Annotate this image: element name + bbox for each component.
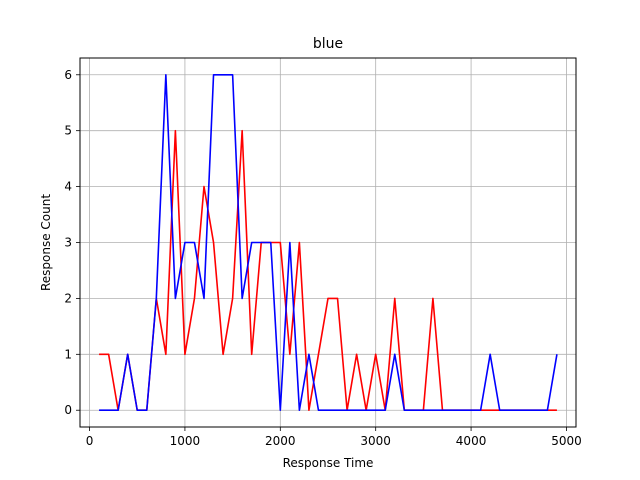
series-line-2 (99, 73, 558, 412)
x-tick-label: 1000 (170, 434, 201, 448)
x-tick-label: 4000 (456, 434, 487, 448)
chart-title: blue (313, 36, 343, 52)
x-tick-label: 2000 (265, 434, 296, 448)
x-tick-label: 5000 (551, 434, 582, 448)
x-tick-label: 3000 (360, 434, 391, 448)
y-tick-label: 3 (64, 236, 72, 250)
y-tick-label: 0 (64, 403, 72, 417)
x-tick-label: 0 (86, 434, 94, 448)
ticks: 0 1000 2000 3000 4000 5000 0 1 2 3 4 5 6 (64, 68, 581, 448)
y-tick-label: 4 (64, 180, 72, 194)
y-tick-label: 6 (64, 68, 72, 82)
x-axis-label: Response Time (283, 456, 374, 470)
series-layer (99, 73, 558, 412)
y-axis-label: Response Count (39, 194, 53, 291)
y-tick-label: 2 (64, 291, 72, 305)
y-tick-label: 1 (64, 347, 72, 361)
y-tick-label: 5 (64, 124, 72, 138)
grid (80, 58, 576, 427)
